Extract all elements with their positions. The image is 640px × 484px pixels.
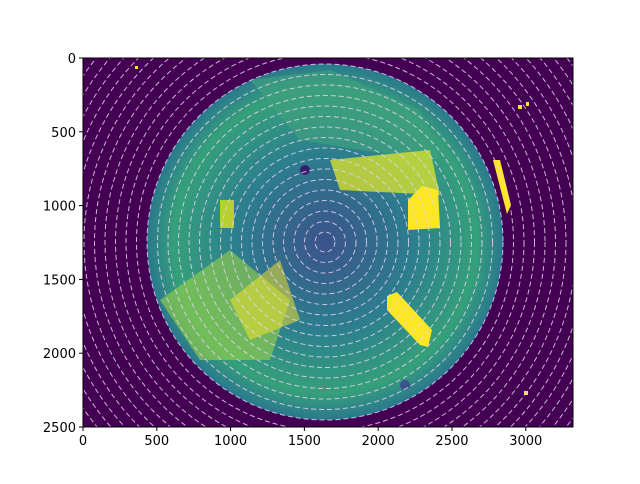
ring — [241, 158, 409, 326]
ring — [293, 210, 357, 274]
ring — [83, 58, 567, 427]
ring — [230, 147, 420, 337]
x-tick-label: 2000 — [362, 434, 395, 449]
x-tick-label: 500 — [144, 434, 169, 449]
y-tick-label: 1000 — [43, 200, 76, 215]
ring — [167, 84, 483, 400]
ring — [94, 58, 556, 427]
ring — [304, 221, 346, 263]
ring — [272, 189, 378, 295]
y-tick-label: 0 — [68, 52, 76, 67]
y-tick-label: 1500 — [43, 273, 76, 288]
x-tick-label: 0 — [79, 434, 87, 449]
ring — [314, 231, 336, 253]
ring — [125, 58, 525, 427]
x-tick-label: 1500 — [288, 434, 321, 449]
ring — [188, 105, 462, 379]
ring — [115, 58, 535, 427]
ring — [104, 58, 546, 427]
ring — [157, 74, 493, 410]
y-tick-label: 500 — [51, 126, 76, 141]
ring — [136, 58, 514, 427]
y-tick-label: 2000 — [43, 347, 76, 362]
ring — [251, 168, 399, 316]
x-tick-label: 3000 — [509, 434, 542, 449]
ring — [178, 95, 472, 389]
ring — [283, 200, 367, 284]
ring — [146, 63, 504, 421]
ring — [262, 179, 388, 305]
ring — [209, 126, 441, 358]
axes-frame — [82, 57, 574, 428]
y-tick-label: 2500 — [43, 421, 76, 436]
x-tick-label: 2500 — [435, 434, 468, 449]
ring — [220, 137, 430, 347]
ring — [199, 116, 451, 368]
x-tick-label: 1000 — [214, 434, 247, 449]
